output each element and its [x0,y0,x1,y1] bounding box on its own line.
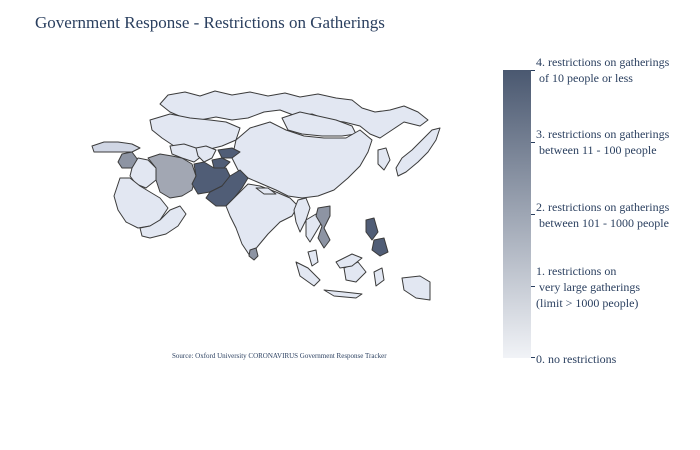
colorbar-tick-2 [531,214,535,215]
region-kazakhstan[interactable] [149,113,241,151]
region-oman-uae-yemen[interactable] [139,205,187,239]
colorbar-label-4: 4. restrictions on gatherings of 10 peop… [536,55,670,85]
region-kyrgyzstan[interactable] [217,147,241,159]
source-annotation: Source: Oxford University CORONAVIRUS Go… [172,352,387,360]
colorbar-tick-1 [531,286,535,287]
region-nepal[interactable] [255,187,277,195]
colorbar-tick-4 [531,70,535,71]
region-vietnam[interactable] [315,205,331,249]
region-sri-lanka[interactable] [248,247,259,261]
region-malaysia[interactable] [307,249,363,269]
region-uzbekistan[interactable] [195,145,217,163]
region-india[interactable] [225,183,299,257]
region-turkey[interactable] [91,141,141,153]
colorbar-label-0: 0. no restrictions [536,352,617,366]
region-china[interactable] [231,121,373,199]
region-myanmar[interactable] [293,197,311,233]
region-tajikistan[interactable] [211,157,231,169]
colorbar-label-2: 2. restrictions on gatherings between 10… [536,200,670,230]
colorbar [503,70,531,358]
colorbar-label-1: 1. restrictions on very large gatherings… [536,264,641,310]
map-title: Government Response - Restrictions on Ga… [35,13,385,32]
colorbar-label-3: 3. restrictions on gatherings between 11… [536,127,670,157]
colorbar-gradient [503,70,531,358]
region-philippines[interactable] [365,217,389,257]
region-turkmenistan[interactable] [169,143,203,163]
region-iran[interactable] [147,153,197,199]
colorbar-tick-3 [531,142,535,143]
region-indonesia[interactable] [295,261,431,301]
region-japan[interactable] [395,127,441,177]
region-korea[interactable] [377,147,391,171]
region-pakistan[interactable] [205,169,249,207]
colorbar-tick-0 [531,357,535,358]
